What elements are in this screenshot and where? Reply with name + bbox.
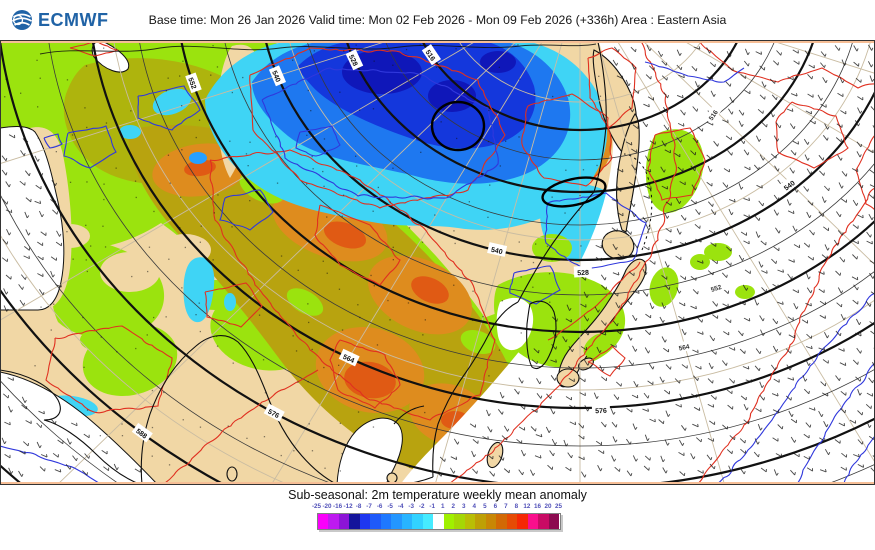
map-frame-top — [0, 40, 875, 43]
legend-tick-label: 20 — [544, 503, 552, 510]
legend-cell — [412, 514, 423, 529]
legend-tick-label: 5 — [483, 503, 487, 510]
legend-title: Sub-seasonal: 2m temperature weekly mean… — [288, 488, 587, 502]
map-area: 516 528 540 552 540 564 576 576 588 540 … — [0, 40, 875, 485]
legend-tick-label: 1 — [440, 503, 445, 510]
legend-cell — [548, 514, 560, 529]
ecmwf-logo-icon — [11, 10, 33, 30]
contour-label: 564 — [678, 343, 690, 352]
legend-cell — [370, 514, 381, 529]
legend-tick-label: -2 — [418, 503, 425, 510]
legend-tick-label: -8 — [355, 503, 362, 510]
legend-cell — [443, 514, 455, 529]
legend-tick-label: -16 — [332, 503, 343, 510]
legend-cell — [517, 514, 528, 529]
legend-tick-label: -7 — [366, 503, 372, 510]
graticule — [0, 40, 875, 485]
legend-cell — [328, 514, 339, 529]
contour-label: 564 — [342, 354, 356, 365]
legend-scale: -25 -20 -16 -12 -8 -7 -6 -5 -4 -3 -2 -1 1 2 3 4 5 6 7 8 12 16… — [312, 503, 563, 547]
legend-tick-label: -5 — [387, 503, 393, 510]
legend-tick-label: 16 — [533, 503, 541, 510]
legend-cell — [359, 514, 371, 529]
legend-cell — [527, 514, 539, 529]
ecmwf-logo: ECMWF — [10, 8, 108, 32]
legend-tick-label: -20 — [322, 503, 332, 510]
coastlines — [0, 41, 653, 485]
legend-tick-label: -3 — [408, 503, 414, 510]
map-frame-bottom — [0, 482, 875, 485]
legend-cell — [475, 514, 486, 529]
ecmwf-logo-text: ECMWF — [38, 9, 109, 30]
legend-cell — [317, 514, 329, 529]
blue-anomaly-contours — [0, 61, 875, 485]
header: ECMWF Base time: Mon 26 Jan 2026 Valid t… — [0, 0, 875, 40]
legend-cell — [349, 514, 360, 529]
legend-tick-label: 3 — [462, 503, 466, 510]
contour-label: 552 — [710, 284, 723, 294]
legend-cell — [380, 514, 392, 529]
contour-label: 552 — [186, 77, 197, 90]
contour-label: 528 — [347, 54, 358, 68]
thin-height-contours — [0, 40, 875, 485]
legend-tick-label: -12 — [343, 503, 353, 510]
legend-cell — [496, 514, 507, 529]
legend-tick-label: -1 — [429, 503, 436, 510]
legend-cell — [338, 514, 350, 529]
highlight-ellipse-2 — [541, 176, 607, 208]
legend-tick-label: 8 — [514, 503, 519, 510]
legend-cell — [401, 514, 413, 529]
contour-label: 528 — [577, 270, 589, 278]
legend-cell — [506, 514, 518, 529]
contour-label: 540 — [490, 247, 503, 256]
wind-barbs — [1, 44, 875, 478]
legend-tick-label: -25 — [311, 503, 322, 510]
japan-green-patch — [583, 333, 607, 357]
contour-label: 540 — [270, 70, 281, 84]
legend-cell — [464, 514, 476, 529]
legend-cell — [391, 514, 402, 529]
legend-colorbar — [316, 513, 561, 530]
legend-cell — [538, 514, 549, 529]
legend-tick-label: -4 — [397, 503, 404, 510]
temperature-anomaly-map: 516 528 540 552 540 564 576 576 588 540 … — [0, 40, 875, 485]
legend-tick-label: 7 — [504, 503, 508, 510]
legend-tick-row: -25 -20 -16 -12 -8 -7 -6 -5 -4 -3 -2 -1 1 2 3 4 5 6 7 8 12 16… — [312, 503, 563, 512]
legend-tick-label: 2 — [451, 503, 456, 510]
legend: Sub-seasonal: 2m temperature weekly mean… — [0, 485, 875, 550]
legend-tick-label: 6 — [493, 503, 498, 510]
legend-cell — [422, 514, 434, 529]
legend-cell — [485, 514, 497, 529]
contour-label: 576 — [266, 408, 280, 420]
thick-height-contours — [0, 40, 875, 485]
legend-tick-label: 12 — [523, 503, 531, 510]
legend-tick-label: 25 — [554, 503, 563, 510]
highlight-ellipse-1 — [430, 100, 486, 152]
legend-tick-label: 4 — [472, 503, 477, 510]
legend-tick-label: -6 — [376, 503, 383, 510]
legend-cell — [454, 514, 465, 529]
plot-title: Base time: Mon 26 Jan 2026 Valid time: M… — [148, 13, 727, 27]
contour-label: 576 — [595, 408, 607, 415]
legend-cell — [433, 514, 444, 529]
